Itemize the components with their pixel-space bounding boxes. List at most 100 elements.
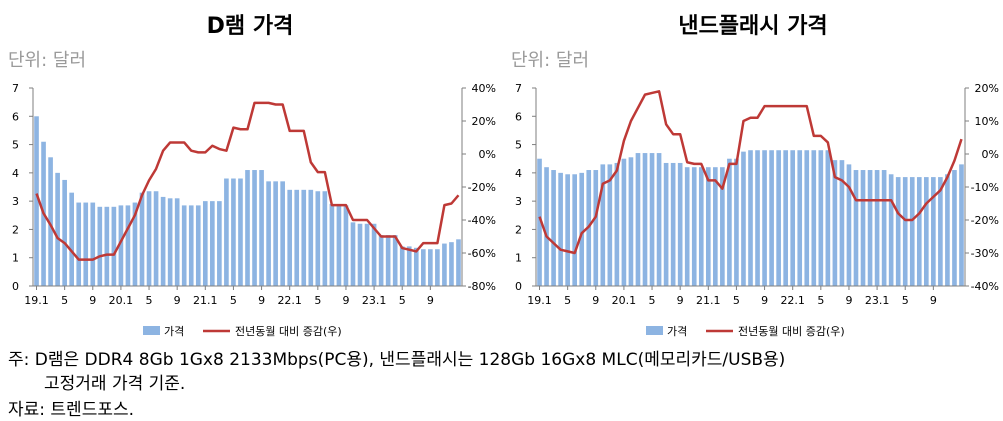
x-tick-label: 9 (174, 294, 181, 307)
legend-line-label: 전년동월 대비 증감(우) (235, 325, 342, 338)
price-bar (895, 177, 901, 286)
price-bar (888, 174, 894, 286)
x-tick-label: 5 (230, 294, 237, 307)
price-bar (210, 201, 215, 286)
left-tick-label: 1 (515, 252, 522, 265)
price-bar (959, 164, 964, 286)
nand-chart-panel: 낸드플래시 가격 단위: 달러 0 1 2 3 4 5 6 7 -40% -30% -20% -10%… (503, 0, 1003, 342)
price-bar (952, 170, 957, 286)
x-tick-label: 21.1 (696, 294, 721, 307)
price-bar (916, 177, 922, 286)
price-bar (818, 150, 824, 286)
x-tick-label: 5 (564, 294, 571, 307)
x-tick-label: 9 (761, 294, 768, 307)
footnote-line-1: 주: D램은 DDR4 8Gb 1Gx8 2133Mbps(PC용), 낸드플래… (8, 350, 786, 370)
price-bar (34, 116, 39, 286)
legend-bar-swatch (143, 326, 160, 335)
price-bar (266, 181, 271, 286)
price-bar (252, 170, 257, 286)
x-tick-label: 21.1 (193, 294, 218, 307)
right-tick-label: 0% (982, 148, 999, 161)
price-bar (762, 150, 767, 286)
price-bar (357, 223, 363, 286)
price-bar (755, 150, 760, 286)
price-bar (294, 189, 300, 286)
x-tick-label: 9 (677, 294, 684, 307)
price-bar (224, 178, 229, 286)
price-bar (449, 242, 454, 286)
price-bar (769, 150, 774, 286)
price-bar (572, 174, 577, 286)
price-bar (860, 170, 866, 286)
price-bar (97, 206, 103, 286)
price-bar (406, 246, 412, 286)
right-tick-label: -40% (468, 214, 496, 227)
dram-chart-panel: D램 가격 단위: 달러 0 1 2 3 4 5 6 7 -80% -60% -40% -20% 0% 2… (0, 0, 500, 342)
source-note: 자료: 트렌드포스. (8, 400, 135, 420)
price-bar (153, 191, 159, 286)
right-tick-label: 10% (975, 115, 999, 128)
right-tick-label: 0% (479, 148, 496, 161)
price-bar (551, 170, 556, 286)
price-bar (713, 167, 718, 286)
price-bar (371, 223, 377, 286)
legend-bar-label: 가격 (667, 325, 687, 338)
x-tick-label: 5 (649, 294, 656, 307)
price-bar (287, 189, 293, 286)
price-bar (118, 205, 124, 286)
x-tick-label: 5 (399, 294, 406, 307)
price-bar (146, 191, 152, 286)
price-bar (364, 223, 370, 286)
price-bar (259, 170, 264, 286)
price-bar (104, 206, 110, 286)
price-bar (125, 205, 131, 286)
nand-chart: 0 1 2 3 4 5 6 7 -40% -30% -20% -10% 0% 10% 20% 19.1 5 9 20… (515, 82, 999, 338)
price-bar (413, 247, 419, 286)
price-bar (160, 196, 166, 286)
price-bar (614, 162, 620, 286)
nand-chart-title: 낸드플래시 가격 (678, 14, 828, 39)
price-bar (670, 162, 676, 286)
price-bar (607, 164, 613, 286)
price-bar (76, 202, 82, 286)
price-bar (839, 160, 845, 286)
price-bar (832, 160, 838, 286)
price-bar (245, 170, 250, 286)
yoy-change-line (538, 90, 963, 255)
x-tick-label: 5 (733, 294, 740, 307)
right-tick-label: 40% (472, 82, 496, 95)
left-tick-label: 1 (12, 252, 19, 265)
price-bar (392, 235, 398, 286)
x-tick-label: 5 (314, 294, 321, 307)
left-tick-label: 4 (12, 167, 19, 180)
x-tick-label: 23.1 (362, 294, 387, 307)
price-bar (931, 177, 936, 286)
x-tick-label: 5 (61, 294, 68, 307)
left-tick-label: 5 (12, 139, 19, 152)
price-bar (202, 201, 208, 286)
price-bar (600, 164, 606, 286)
price-bar (783, 150, 788, 286)
price-bar (273, 181, 278, 286)
price-bar (55, 172, 60, 286)
price-bar (867, 170, 873, 286)
price-bar (435, 249, 440, 286)
x-tick-label: 22.1 (277, 294, 302, 307)
x-tick-label: 5 (902, 294, 909, 307)
price-bar (945, 174, 950, 286)
price-bar (881, 170, 887, 286)
yoy-change-line (35, 101, 460, 261)
left-tick-label: 3 (12, 195, 19, 208)
x-tick-label: 22.1 (780, 294, 805, 307)
price-bar (62, 179, 67, 286)
price-bar (322, 191, 328, 286)
left-tick-label: 4 (515, 167, 522, 180)
price-bar (797, 150, 803, 286)
right-tick-label: -10% (971, 181, 999, 194)
price-bar (874, 170, 880, 286)
price-bar (442, 243, 447, 286)
price-bar (378, 235, 384, 286)
price-bar (238, 178, 243, 286)
price-bar (579, 172, 585, 286)
left-tick-label: 6 (515, 110, 522, 123)
